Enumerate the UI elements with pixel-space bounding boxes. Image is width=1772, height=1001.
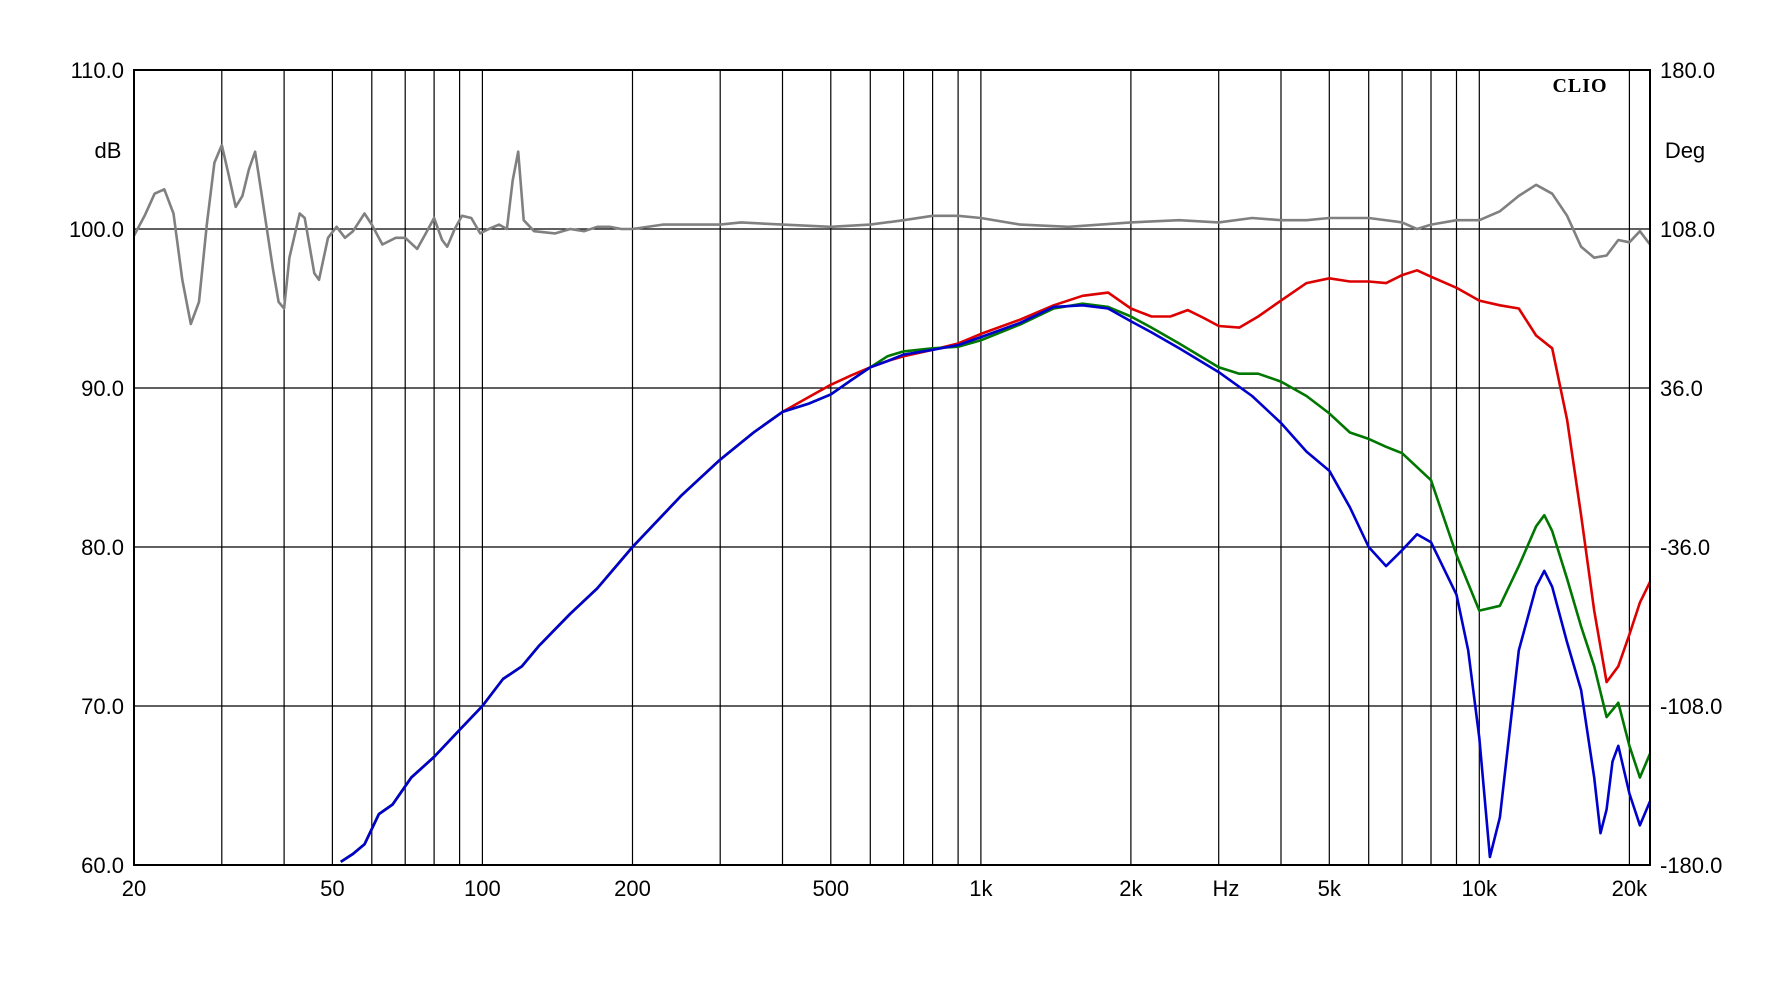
x-tick-label: 2k (1119, 876, 1143, 901)
y-right-tick-label: 36.0 (1660, 376, 1703, 401)
y-right-tick-label: -36.0 (1660, 535, 1710, 560)
y-left-tick-label: 60.0 (81, 853, 124, 878)
x-unit-label: Hz (1213, 876, 1240, 901)
clio-brand-label: CLIO (1552, 75, 1607, 97)
x-tick-label: 10k (1462, 876, 1498, 901)
y-left-tick-label: 110.0 (71, 58, 124, 83)
y-right-tick-label: 180.0 (1660, 58, 1715, 83)
x-tick-label: 50 (320, 876, 344, 901)
y-right-tick-label: -108.0 (1660, 694, 1722, 719)
y-left-tick-label: 100.0 (69, 217, 124, 242)
tick-labels: 20 50 100 200 500 1k 2k 5k 10k 20k 110.0 100.0 90.0 8… (69, 58, 1722, 901)
y-right-unit-label: Deg (1665, 138, 1705, 163)
x-tick-label: 20 (122, 876, 146, 901)
y-left-tick-label: 90.0 (81, 376, 124, 401)
plot-frame (133, 69, 1651, 866)
x-tick-label: 5k (1318, 876, 1342, 901)
x-tick-label: 500 (812, 876, 849, 901)
y-right-tick-label: -180.0 (1660, 853, 1722, 878)
series-layer (132, 143, 1652, 863)
y-left-tick-label: 70.0 (81, 694, 124, 719)
x-tick-label: 1k (969, 876, 993, 901)
series-line-4 (340, 304, 1652, 863)
y-right-tick-label: 108.0 (1660, 217, 1715, 242)
grid (134, 69, 1650, 866)
x-tick-label: 200 (614, 876, 651, 901)
series-line-2 (340, 269, 1652, 863)
series-line-1 (132, 143, 1652, 326)
y-left-unit-label: dB (95, 138, 122, 163)
x-tick-label: 20k (1612, 876, 1648, 901)
x-tick-label: 100 (464, 876, 501, 901)
y-left-tick-label: 80.0 (81, 535, 124, 560)
